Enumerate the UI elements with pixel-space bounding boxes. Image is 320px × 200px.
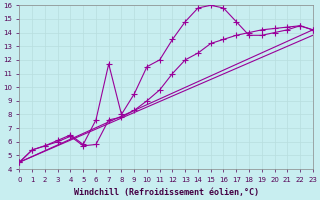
X-axis label: Windchill (Refroidissement éolien,°C): Windchill (Refroidissement éolien,°C) bbox=[74, 188, 259, 197]
